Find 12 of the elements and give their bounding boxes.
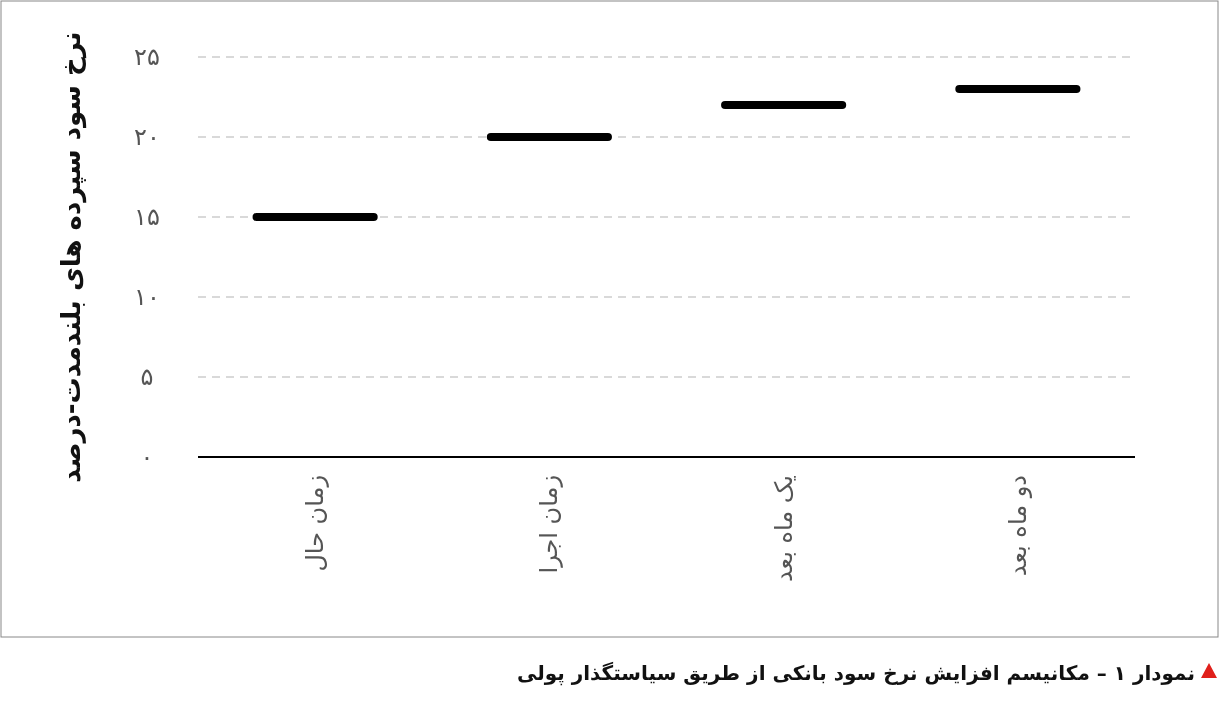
x-tick-label: یک ماه بعد — [769, 475, 798, 583]
x-tick-label: زمان اجرا — [535, 475, 564, 574]
y-tick-label: ۵ — [140, 363, 154, 391]
y-axis-title: نرخ سود سپرده های بلندمدت-درصد — [56, 31, 87, 483]
y-tick-label: ۲۵ — [134, 43, 160, 71]
y-tick-label: ۲۰ — [134, 123, 160, 151]
x-tick-label: دو ماه بعد — [1003, 475, 1032, 577]
y-tick-label: ۱۰ — [134, 283, 160, 311]
text: نمودار ۱ – مکانیسم افزایش نرخ سود بانکی از طریق سیاستگذار پولی — [516, 661, 1195, 686]
y-tick-label: ۰ — [140, 443, 154, 471]
x-tick-label: زمان حال — [301, 475, 330, 572]
y-tick-label: ۱۵ — [134, 203, 160, 231]
